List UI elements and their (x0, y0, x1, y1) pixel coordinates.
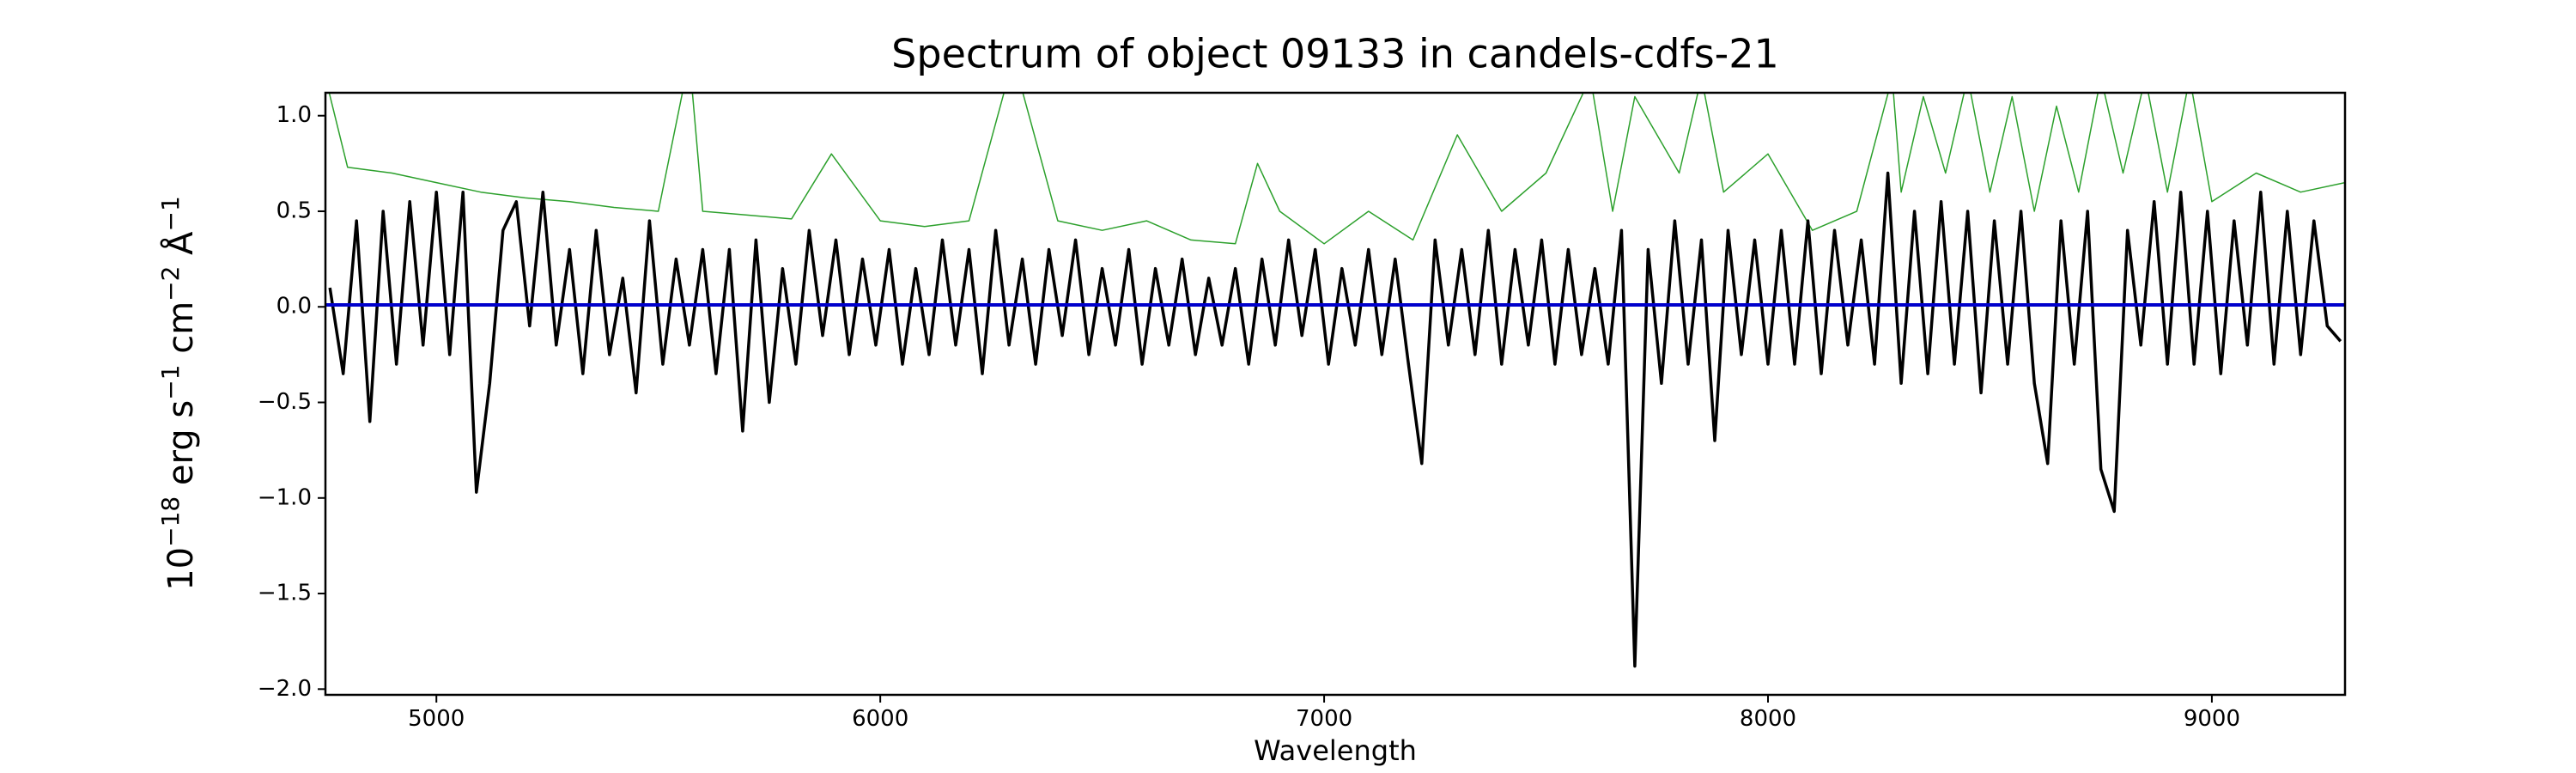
y-axis-label: 10−18 erg s−1 cm−2 Å−1 (156, 196, 202, 591)
y-tick-label: 0.0 (276, 294, 312, 320)
y-axis-label-part: −18 (156, 496, 185, 547)
x-tick-label: 8000 (1740, 706, 1796, 732)
spectrum-line (328, 171, 2342, 668)
y-axis-label-part: erg s (161, 400, 201, 496)
axes-frame (324, 91, 2347, 697)
x-tick-label: 5000 (408, 706, 465, 732)
y-axis-label-part: 10 (161, 547, 201, 591)
y-axis-label-part: Å (160, 231, 201, 266)
spectrum-line (328, 93, 2345, 245)
x-tick-label: 7000 (1296, 706, 1352, 732)
x-axis-label: Wavelength (1254, 734, 1417, 767)
y-tick-label: −0.5 (258, 389, 312, 415)
y-tick-label: −2.0 (258, 676, 312, 702)
x-tick-label: 9000 (2184, 706, 2240, 732)
y-axis-label-part: −2 (156, 266, 185, 301)
y-tick-label: 0.5 (276, 198, 312, 223)
x-tick-label: 6000 (852, 706, 908, 732)
y-tick-label: −1.5 (258, 581, 312, 606)
y-tick-label: −1.0 (258, 484, 312, 510)
y-tick-label: 1.0 (276, 102, 312, 128)
y-axis-label-part: −1 (156, 196, 185, 231)
y-axis-label-part: −1 (156, 365, 185, 400)
chart-title: Spectrum of object 09133 in candels-cdfs… (891, 31, 1779, 77)
plot-area (325, 93, 2345, 668)
y-axis-label-part: cm (161, 301, 201, 365)
